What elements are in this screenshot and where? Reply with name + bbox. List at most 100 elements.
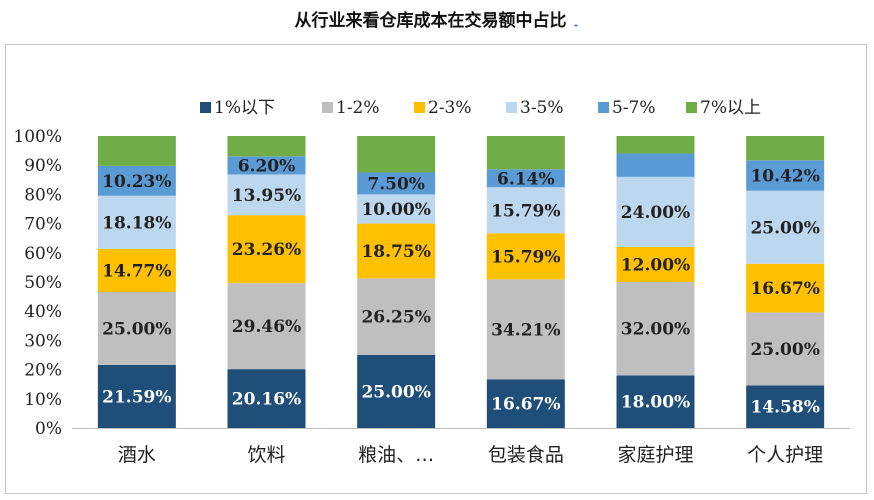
data-label: 16.67% (750, 279, 819, 299)
bar-segment (746, 136, 825, 161)
data-label: 14.77% (102, 261, 171, 281)
x-category-label: 家庭护理 (617, 444, 693, 466)
data-label: 10.00% (361, 200, 430, 220)
y-tick-label: 20% (24, 361, 62, 381)
bar-segment (616, 282, 695, 376)
y-tick-label: 0% (35, 419, 62, 439)
data-label: 32.00% (621, 320, 690, 340)
chart-title: 从行业来看仓库成本在交易额中占比 (294, 11, 567, 31)
data-label: 26.25% (361, 308, 430, 328)
bar-segment (746, 160, 825, 191)
bar-segment (97, 195, 176, 249)
y-tick-label: 80% (24, 185, 62, 205)
bar-segment (616, 375, 695, 428)
bar-segment (616, 153, 695, 177)
legend-label: 3-5% (520, 98, 564, 118)
legend-swatch (322, 102, 333, 113)
bar-segment (97, 136, 176, 166)
bar-segment (746, 312, 825, 386)
data-label: 21.59% (102, 387, 171, 407)
bar-segment (357, 136, 436, 173)
bar-segment (746, 263, 825, 313)
bar-segment (227, 174, 306, 216)
bar-segment (97, 291, 176, 365)
bar-segment (616, 246, 695, 282)
bar-segment (227, 215, 306, 284)
data-label: 29.46% (232, 317, 301, 337)
bar-segment (357, 172, 436, 195)
data-label: 34.21% (491, 320, 560, 340)
legend-label: 2-3% (428, 98, 472, 118)
bar-segment (486, 233, 565, 280)
bar-segment (357, 194, 436, 224)
chart-title-bar: 从行业来看仓库成本在交易额中占比 ۔ (0, 6, 874, 31)
legend-label: 1%以下 (214, 98, 275, 118)
data-label: 25.00% (102, 319, 171, 339)
bar-segment (97, 364, 176, 428)
y-tick-label: 10% (24, 390, 62, 410)
data-label: 25.00% (750, 340, 819, 360)
data-label: 15.79% (491, 247, 560, 267)
x-category-label: 个人护理 (747, 444, 823, 466)
x-category-label: 包装食品 (488, 444, 564, 466)
legend-label: 5-7% (612, 98, 656, 118)
y-tick-label: 100% (13, 127, 62, 147)
y-tick-label: 70% (24, 215, 62, 235)
bar-segment (357, 278, 436, 355)
bar-segment (227, 136, 306, 157)
y-tick-label: 30% (24, 331, 62, 351)
bar-segment (616, 176, 695, 247)
y-tick-label: 60% (24, 244, 62, 264)
y-tick-label: 90% (24, 156, 62, 176)
data-label: 14.58% (750, 398, 819, 418)
data-label: 12.00% (621, 255, 690, 275)
bar-segment (746, 190, 825, 264)
bar-segment (486, 379, 565, 428)
legend-swatch (686, 102, 697, 113)
legend-label: 7%以上 (700, 98, 761, 118)
data-label: 13.95% (232, 186, 301, 206)
data-label: 23.26% (232, 240, 301, 260)
bar-segment (357, 355, 436, 428)
data-label: 25.00% (750, 218, 819, 238)
data-label: 16.67% (491, 395, 560, 415)
data-label: 10.23% (102, 172, 171, 192)
data-label: 20.16% (232, 390, 301, 410)
x-category-label: 饮料 (247, 444, 285, 466)
x-category-label: 粮油、… (358, 444, 434, 466)
data-label: 6.14% (497, 169, 555, 189)
bar-segment (227, 369, 306, 428)
data-label: 6.20% (238, 156, 296, 176)
y-tick-label: 40% (24, 302, 62, 322)
legend-swatch (598, 102, 609, 113)
bar-segment (97, 248, 176, 292)
bar-segment (357, 223, 436, 279)
data-label: 24.00% (621, 203, 690, 223)
bar-segment (486, 187, 565, 234)
chart-frame (5, 44, 867, 494)
x-category-label: 酒水 (118, 444, 156, 466)
legend-label: 1-2% (336, 98, 380, 118)
bar-segment (227, 283, 306, 370)
data-label: 10.42% (750, 167, 819, 187)
data-label: 15.79% (491, 201, 560, 221)
title-mark-glyph: ۔ (572, 15, 580, 29)
data-label: 18.00% (621, 393, 690, 413)
legend-swatch (414, 102, 425, 113)
bar-segment (746, 385, 825, 428)
bar-segment (486, 136, 565, 170)
legend-swatch (200, 102, 211, 113)
legend-swatch (506, 102, 517, 113)
bar-segment (486, 279, 565, 380)
data-label: 18.18% (102, 213, 171, 233)
data-label: 7.50% (367, 174, 425, 194)
bar-segment (616, 136, 695, 154)
data-label: 25.00% (361, 383, 430, 403)
bar-segment (227, 156, 306, 175)
data-label: 18.75% (361, 242, 430, 262)
bar-segment (486, 169, 565, 188)
y-tick-label: 50% (24, 273, 62, 293)
bar-segment (97, 165, 176, 196)
